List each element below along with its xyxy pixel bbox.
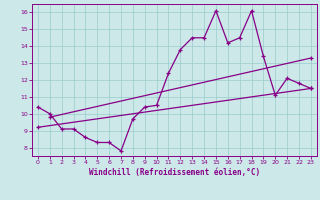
X-axis label: Windchill (Refroidissement éolien,°C): Windchill (Refroidissement éolien,°C) <box>89 168 260 177</box>
